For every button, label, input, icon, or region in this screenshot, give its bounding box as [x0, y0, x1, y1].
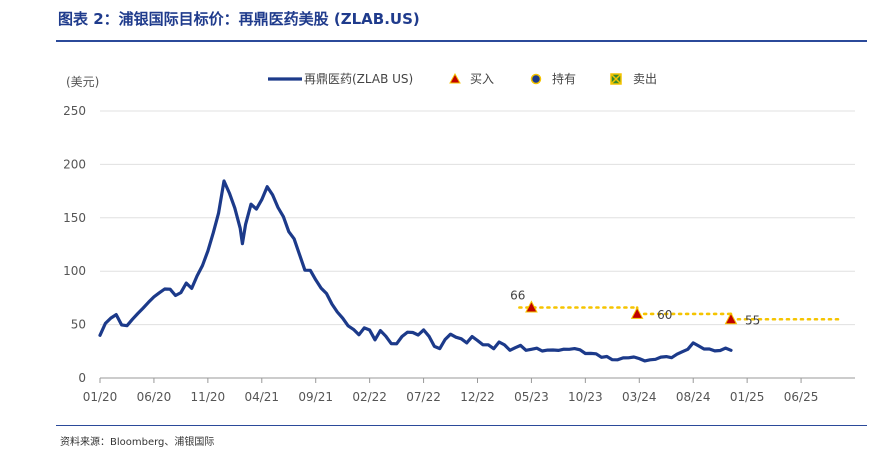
y-tick-label: 200 [63, 157, 86, 171]
x-tick-label: 01/25 [730, 390, 765, 404]
x-tick-label: 10/23 [568, 390, 603, 404]
y-tick-label: 0 [78, 371, 86, 385]
x-tick-label: 02/22 [352, 390, 387, 404]
x-tick-label: 05/23 [514, 390, 549, 404]
sell-cross-icon [610, 73, 622, 85]
legend-label-sell: 卖出 [633, 72, 657, 86]
buy-triangle-icon [449, 72, 461, 84]
x-tick-label: 08/24 [676, 390, 711, 404]
buy-rating-marker [630, 306, 644, 319]
x-tick-label: 06/25 [784, 390, 819, 404]
chart-title: 图表 2：浦银国际目标价：再鼎医药美股 (ZLAB.US) [58, 10, 420, 28]
y-tick-label: 100 [63, 264, 86, 278]
legend-label-series: 再鼎医药(ZLAB US) [304, 72, 413, 86]
x-axis: 01/20 06/20 11/20 04/21 09/21 02/22 07/22 12/22… [83, 377, 855, 404]
buy-rating-marker [724, 312, 738, 325]
x-tick-label: 11/20 [191, 390, 226, 404]
gridlines [100, 110, 855, 326]
source-note: 资料来源：Bloomberg、浦银国际 [60, 437, 215, 448]
x-tick-label: 07/22 [406, 390, 441, 404]
x-tick-label: 01/20 [83, 390, 118, 404]
x-tick-label: 03/24 [622, 390, 657, 404]
target-price-label: 60 [657, 308, 672, 322]
buy-rating-marker [525, 300, 538, 313]
x-tick-label: 04/21 [244, 390, 279, 404]
price-chart: 0 50 100 150 200 250 01/20 06/20 11/20 04/21 09/2… [63, 71, 855, 404]
rating-markers: 66 60 55 [510, 289, 760, 328]
price-series-line [98, 179, 733, 363]
x-tick-label: 06/20 [137, 390, 172, 404]
legend-label-buy: 买入 [470, 72, 494, 86]
title-divider [56, 40, 867, 42]
target-price-lines [518, 306, 841, 321]
target-price-label: 66 [510, 289, 525, 303]
legend-label-hold: 持有 [552, 71, 576, 86]
target-price-label: 55 [745, 313, 760, 327]
footer-divider [56, 425, 867, 426]
y-axis: 0 50 100 150 200 250 [63, 104, 86, 385]
x-tick-label: 09/21 [298, 390, 333, 404]
y-tick-label: 50 [71, 318, 86, 332]
legend: 再鼎医药(ZLAB US) 买入 持有 卖出 [268, 71, 657, 86]
x-tick-label: 12/22 [460, 390, 495, 404]
y-unit-label: (美元) [66, 75, 99, 89]
y-tick-label: 250 [63, 104, 86, 118]
y-tick-label: 150 [63, 211, 86, 225]
hold-circle-icon [530, 73, 542, 85]
